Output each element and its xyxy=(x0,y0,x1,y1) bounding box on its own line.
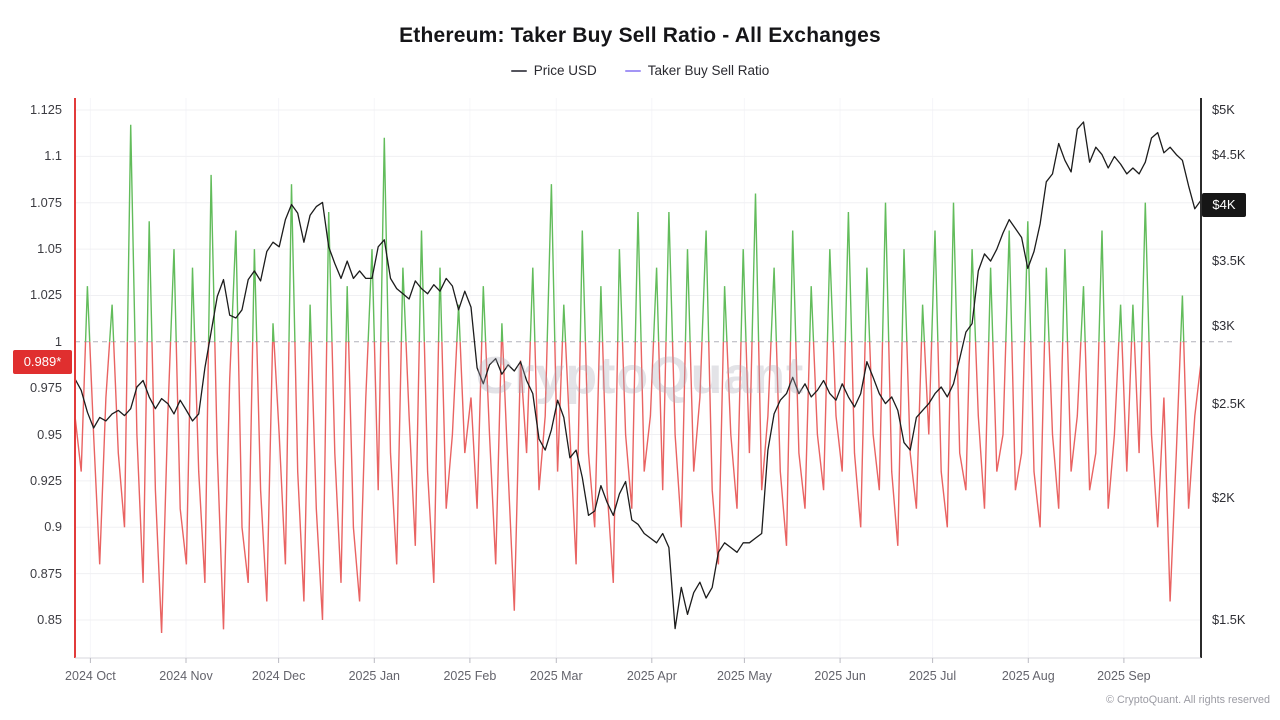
x-axis-label: 2025 Sep xyxy=(1097,669,1151,683)
y-axis-label-right: $1.5K xyxy=(1212,612,1246,627)
x-axis-label: 2024 Dec xyxy=(251,669,306,683)
y-axis-label-right: $3.5K xyxy=(1212,253,1246,269)
current-ratio-badge: 0.989* xyxy=(13,350,72,375)
y-axis-label-left: 0.85 xyxy=(37,612,62,627)
y-axis-label-right: $3K xyxy=(1212,318,1235,334)
x-axis-label: 2025 May xyxy=(716,669,772,683)
legend-label: Taker Buy Sell Ratio xyxy=(647,63,770,78)
y-axis-label-right: $5K xyxy=(1212,102,1235,117)
y-axis-label-right: $4.5K xyxy=(1212,146,1246,162)
ratio-line-below-1 xyxy=(74,341,1202,634)
x-axis-label: 2025 Jun xyxy=(814,669,866,683)
x-axis-label: 2025 Apr xyxy=(626,669,677,683)
y-axis-label-left: 1 xyxy=(54,333,62,349)
legend-item-ratio[interactable]: Taker Buy Sell Ratio xyxy=(624,63,770,78)
legend-label: Price USD xyxy=(533,63,597,78)
y-axis-label-left: 1.075 xyxy=(29,194,62,210)
chart-legend: Price USD Taker Buy Sell Ratio xyxy=(0,63,1280,78)
y-axis-label-left: 1.1 xyxy=(44,148,62,164)
page-title: Ethereum: Taker Buy Sell Ratio - All Exc… xyxy=(399,24,881,47)
x-axis-label: 2025 Jan xyxy=(348,669,400,683)
x-axis-label: 2025 Feb xyxy=(443,669,497,683)
y-axis-label-right: $2.5K xyxy=(1212,395,1246,411)
y-axis-label-left: 1.05 xyxy=(37,241,62,257)
y-axis-label-left: 1.125 xyxy=(29,102,62,117)
y-axis-label-left: 0.9 xyxy=(44,519,62,535)
x-axis-label: 2024 Nov xyxy=(159,669,213,683)
x-axis-label: 2025 Aug xyxy=(1001,669,1055,683)
legend-swatch-icon xyxy=(510,69,527,72)
current-price-badge: $4K xyxy=(1202,192,1246,217)
y-axis-label-left: 0.975 xyxy=(29,380,62,396)
copyright-text: © CryptoQuant. All rights reserved xyxy=(1106,694,1270,706)
y-axis-label-left: 0.95 xyxy=(37,426,62,442)
x-axis-label: 2024 Oct xyxy=(65,669,116,683)
x-axis-label: 2025 Mar xyxy=(529,669,583,683)
y-axis-label-right: $2K xyxy=(1212,490,1235,506)
legend-swatch-icon xyxy=(624,69,641,72)
x-axis-label: 2025 Jul xyxy=(908,669,957,683)
legend-item-price[interactable]: Price USD xyxy=(510,63,597,78)
y-axis-label-left: 0.875 xyxy=(29,565,62,581)
ratio-line-above-1 xyxy=(84,124,1185,342)
y-axis-label-left: 1.025 xyxy=(29,287,62,303)
y-axis-label-left: 0.925 xyxy=(29,472,62,488)
price-line xyxy=(74,121,1202,630)
